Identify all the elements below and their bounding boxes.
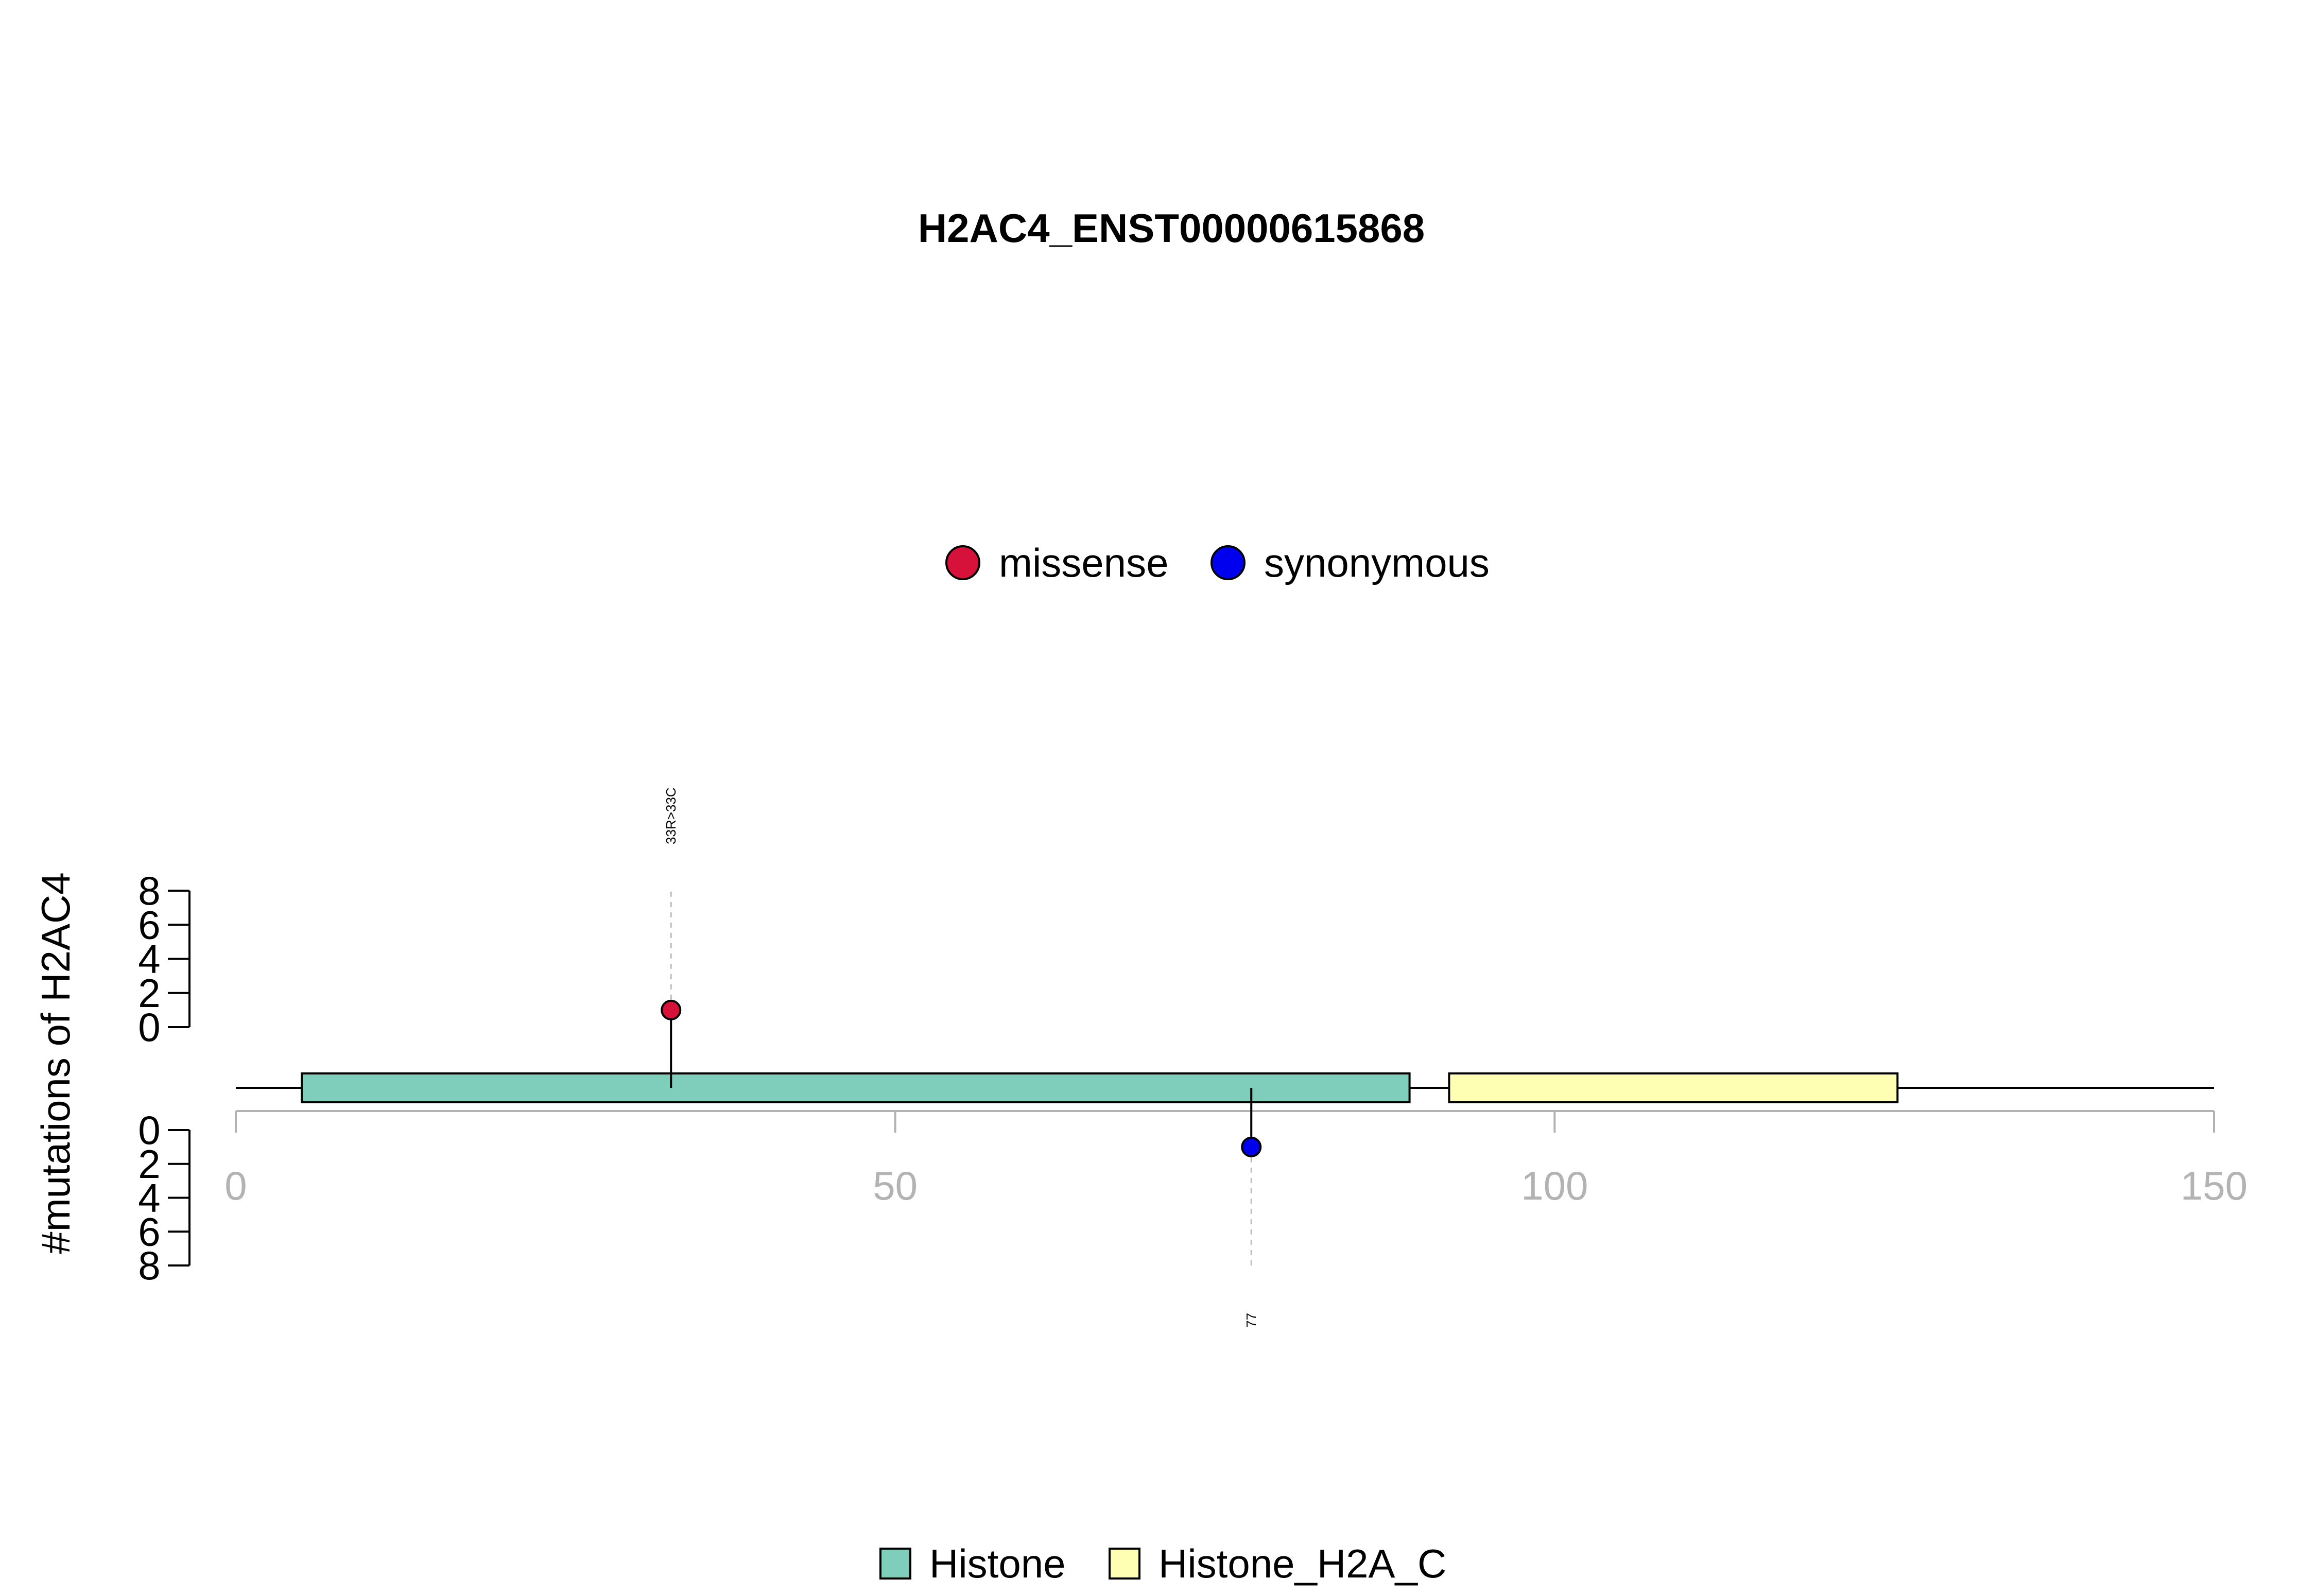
domain-histone — [301, 1072, 1411, 1103]
y-tick-label: 8 — [138, 868, 160, 913]
legend-missense-label: missense — [999, 540, 1168, 585]
domain-legend: Histone Histone_H2A_C — [879, 1541, 1446, 1586]
x-axis: 0 50 100 150 — [224, 1110, 2247, 1208]
legend-histone-label: Histone — [929, 1541, 1065, 1586]
mutation-legend: missense synonymous — [945, 540, 1490, 585]
y-tick-label: 0 — [138, 1004, 160, 1050]
y-tick-label: 2 — [138, 970, 160, 1016]
legend-missense-marker — [945, 545, 980, 580]
mutation-point-missense — [661, 999, 682, 1020]
chart-title: H2AC4_ENST00000615868 — [918, 205, 1425, 251]
y-tick-label: 8 — [138, 1243, 160, 1288]
y-tick-label: 6 — [138, 1209, 160, 1254]
mutation-point-synonymous — [1241, 1136, 1262, 1157]
y-tick-label: 2 — [138, 1141, 160, 1187]
y-tick-label: 4 — [138, 1175, 160, 1221]
domain-layer — [301, 1072, 1899, 1103]
y-tick-label: 6 — [138, 902, 160, 947]
mutation-label: 33R>33C — [663, 787, 679, 844]
legend-histone-h2a-c-label: Histone_H2A_C — [1158, 1541, 1446, 1586]
x-tick-label: 150 — [2181, 1163, 2247, 1208]
y-tick-label: 4 — [138, 936, 160, 982]
mutation-label: 77 — [1243, 1313, 1259, 1328]
legend-synonymous-label: synonymous — [1264, 540, 1490, 585]
y-tick-label: 0 — [138, 1107, 160, 1153]
mutation-layer: 33R>33C 77 — [661, 787, 1262, 1328]
legend-synonymous-marker — [1211, 545, 1246, 580]
domain-histone-h2a-c — [1448, 1072, 1899, 1103]
x-tick-label: 50 — [873, 1163, 918, 1208]
x-tick-label: 0 — [224, 1163, 247, 1208]
legend-histone-swatch — [879, 1548, 911, 1580]
legend-histone-h2a-c-swatch — [1109, 1548, 1140, 1580]
y-axis-label: #mutations of H2AC4 — [33, 872, 78, 1254]
x-tick-label: 100 — [1521, 1163, 1588, 1208]
